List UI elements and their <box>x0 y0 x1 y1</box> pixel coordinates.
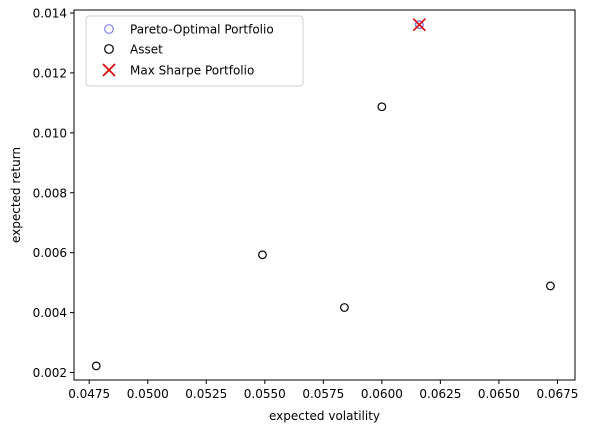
asset-point <box>377 102 387 112</box>
x-tick-label: 0.0625 <box>419 387 461 401</box>
legend-label-asset: Asset <box>130 43 163 57</box>
legend-marker-asset <box>104 44 114 54</box>
y-tick-label: 0.010 <box>33 126 67 140</box>
legend: Pareto-Optimal Portfolio Asset Max Sharp… <box>85 15 304 87</box>
x-tick-label: 0.0550 <box>244 387 286 401</box>
y-tick-label: 0.002 <box>33 366 67 380</box>
legend-marker-pareto <box>104 24 114 34</box>
asset-point <box>546 281 555 291</box>
pareto-point <box>414 20 424 30</box>
legend-label-max-sharpe: Max Sharpe Portfolio <box>130 64 254 78</box>
y-tick-label: 0.006 <box>33 246 67 260</box>
legend-label-pareto: Pareto-Optimal Portfolio <box>130 23 274 37</box>
x-tick-label: 0.0675 <box>536 387 578 401</box>
legend-box <box>85 15 304 87</box>
max-sharpe-marker <box>412 18 426 32</box>
legend-marker-max-sharpe <box>102 63 116 77</box>
y-axis-label: expected return <box>9 147 23 243</box>
x-tick-label: 0.0475 <box>68 387 110 401</box>
y-tick-label: 0.012 <box>33 66 67 80</box>
x-tick-label: 0.0650 <box>478 387 520 401</box>
x-tick-label: 0.0525 <box>185 387 227 401</box>
x-tick-label: 0.0575 <box>302 387 344 401</box>
y-tick-label: 0.008 <box>33 186 67 200</box>
asset-point <box>258 250 267 260</box>
y-axis: 0.002 0.004 0.006 0.008 0.010 0.012 0.014 <box>33 6 74 380</box>
y-tick-label: 0.014 <box>33 6 67 20</box>
x-tick-label: 0.0500 <box>127 387 169 401</box>
asset-point <box>339 303 349 312</box>
x-tick-label: 0.0600 <box>361 387 403 401</box>
y-tick-label: 0.004 <box>33 306 67 320</box>
x-axis-label: expected volatility <box>269 409 380 423</box>
data-points <box>91 18 555 371</box>
asset-point <box>91 361 101 371</box>
x-axis: 0.0475 0.0500 0.0525 0.0550 0.0575 0.0600 0.06… <box>68 380 578 401</box>
